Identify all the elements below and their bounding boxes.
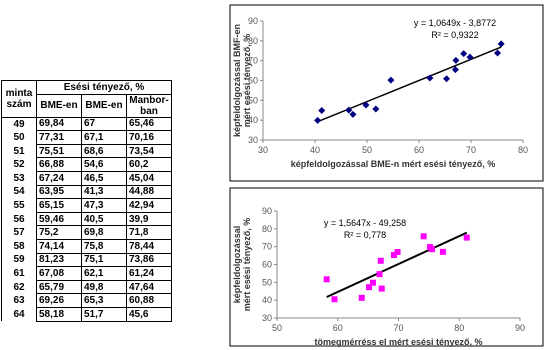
table-row: 61 67,08 62,1 61,24 <box>1 266 172 281</box>
chart-frame <box>229 187 544 347</box>
y-tick-label: 80 <box>262 224 272 234</box>
table-row: 55 65,15 47,3 42,94 <box>1 198 172 213</box>
table-row: 51 75,51 68,6 73,54 <box>1 143 172 159</box>
point <box>331 296 338 303</box>
y-axis-label: mért esési tényező, % <box>242 218 252 312</box>
point <box>362 101 370 109</box>
y-tick-label: 50 <box>248 95 258 105</box>
cell: 45,6 <box>126 306 172 322</box>
point <box>314 116 322 124</box>
point <box>377 257 384 264</box>
point <box>394 249 401 256</box>
x-tick-label: 60 <box>333 323 343 333</box>
x-tick-label: 50 <box>272 323 282 333</box>
y-tick-label: 60 <box>262 260 272 270</box>
x-tick-label: 80 <box>518 145 528 155</box>
point <box>466 53 474 61</box>
y-tick-label: 40 <box>262 295 272 305</box>
table-row: 57 75,2 69,8 71,8 <box>1 225 172 240</box>
y-tick-label: 40 <box>248 115 258 125</box>
table-row: 54 63,95 41,3 44,88 <box>1 184 172 200</box>
x-tick-label: 50 <box>362 145 372 155</box>
point <box>349 110 357 118</box>
annotation: y = 1,5647x - 49,258 <box>324 218 406 228</box>
y-axis-label: mért esési tényező, % <box>242 34 252 128</box>
x-tick-label: 70 <box>466 145 476 155</box>
point <box>497 40 505 48</box>
point <box>387 76 395 84</box>
y-tick-label: 60 <box>248 76 258 86</box>
point <box>369 279 376 286</box>
y-tick-label: 80 <box>248 36 258 46</box>
annotation: R² = 0,778 <box>344 230 386 240</box>
table-row: 62 65,79 49,8 47,64 <box>1 279 172 295</box>
y-axis-label: képfeldolgozással <box>232 226 242 304</box>
x-axis-label: tömegmérréss el mért esési tényező, % <box>314 337 482 347</box>
point <box>463 234 470 241</box>
point <box>323 276 330 283</box>
point <box>358 294 365 301</box>
x-tick-label: 40 <box>310 145 320 155</box>
sample-header: minta szám <box>1 80 37 118</box>
point <box>451 66 459 74</box>
annotation: y = 1,0649x - 3,8772 <box>414 18 496 28</box>
point <box>494 49 502 57</box>
point <box>366 284 373 291</box>
cell: 58,18 <box>36 306 82 322</box>
x-tick-label: 30 <box>258 145 268 155</box>
point <box>439 248 446 255</box>
point <box>443 75 451 83</box>
point <box>391 252 398 259</box>
point <box>318 106 326 114</box>
y-tick-label: 50 <box>262 277 272 287</box>
table-row: 56 59,46 40,5 39,9 <box>1 211 172 227</box>
point <box>372 105 380 113</box>
column-header: BME-en <box>36 93 82 118</box>
data-table: minta szám Esési tényező, % BME-en BME-e… <box>1 80 172 322</box>
x-tick-label: 90 <box>515 323 525 333</box>
y-tick-label: 70 <box>262 242 272 252</box>
table-row: 64 58,18 51,7 45,6 <box>1 306 172 322</box>
point <box>345 106 353 114</box>
trendline <box>326 231 468 298</box>
table-row: 52 66,88 54,6 60,2 <box>1 157 172 172</box>
point <box>378 285 385 292</box>
x-tick-label: 60 <box>414 145 424 155</box>
column-header: Manbor-ban <box>126 93 172 118</box>
x-axis-label: képfeldolgozással BME-n mért esési ténye… <box>291 159 496 169</box>
y-tick-label: 30 <box>248 135 258 145</box>
x-tick-label: 80 <box>454 323 464 333</box>
point <box>427 244 434 251</box>
y-tick-label: 90 <box>262 206 272 216</box>
point <box>452 56 460 64</box>
table-row: 59 81,23 75,1 73,86 <box>1 252 172 268</box>
point <box>460 50 468 58</box>
y-tick-label: 70 <box>248 56 258 66</box>
annotation: R² = 0,9322 <box>431 30 478 40</box>
table-body: 49 69,84 67 65,46 50 77,31 67,1 70,16 51 75,51 68,… <box>1 116 172 322</box>
point <box>376 271 383 278</box>
y-tick-label: 30 <box>262 313 272 323</box>
point <box>426 74 434 82</box>
x-tick-label: 70 <box>393 323 403 333</box>
y-axis-label: képfeldolgozással BMF-en <box>232 24 242 137</box>
y-tick-label: 90 <box>248 16 258 26</box>
point <box>420 233 427 240</box>
